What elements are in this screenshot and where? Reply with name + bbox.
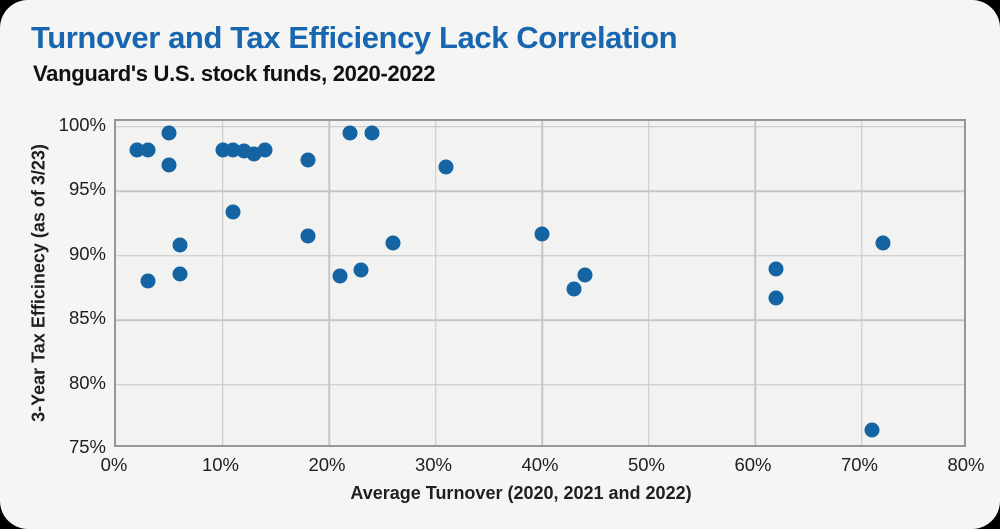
data-point: [385, 235, 401, 251]
x-tick-label: 0%: [100, 454, 128, 475]
data-point: [257, 142, 273, 158]
data-point: [140, 142, 156, 158]
gridline-vertical: [860, 121, 863, 445]
x-axis-title: Average Turnover (2020, 2021 and 2022): [350, 483, 692, 503]
data-point: [342, 125, 358, 141]
gridline-horizontal: [116, 319, 964, 321]
data-point: [225, 204, 241, 220]
x-tick-label: 40%: [521, 454, 559, 475]
y-tick-label: 90%: [68, 242, 106, 264]
x-tick-label: 60%: [734, 454, 772, 475]
data-point: [768, 261, 784, 277]
gridline-vertical: [541, 121, 543, 445]
plot-area: [114, 119, 966, 447]
data-point: [577, 267, 593, 283]
x-tick-label: 80%: [947, 454, 985, 475]
gridline-vertical: [328, 121, 330, 445]
data-point: [300, 152, 316, 168]
gridline-vertical: [434, 121, 437, 445]
data-point: [172, 237, 188, 253]
data-point: [172, 266, 188, 282]
data-point: [161, 125, 177, 141]
data-point: [300, 228, 316, 244]
gridline-vertical: [647, 121, 650, 445]
y-tick-label: 95%: [68, 178, 106, 200]
y-tick-label: 100%: [58, 113, 106, 135]
gridline-horizontal: [116, 383, 964, 386]
chart-title: Turnover and Tax Efficiency Lack Correla…: [31, 20, 678, 55]
y-tick-label: 80%: [68, 371, 106, 393]
data-point: [438, 159, 454, 175]
data-point: [534, 226, 550, 242]
gridline-vertical: [754, 121, 756, 445]
data-point: [140, 273, 156, 289]
data-point: [768, 290, 784, 306]
x-tick-label: 70%: [840, 454, 879, 475]
x-tick-label: 20%: [308, 454, 346, 475]
data-point: [364, 125, 380, 141]
data-point: [875, 235, 891, 251]
data-point: [864, 422, 880, 438]
data-point: [353, 262, 369, 278]
chart-subtitle: Vanguard's U.S. stock funds, 2020-2022: [33, 61, 436, 86]
gridline-horizontal: [116, 190, 964, 192]
data-point: [332, 268, 348, 284]
x-tick-label: 50%: [627, 454, 666, 475]
x-tick-label: 10%: [201, 454, 240, 475]
x-tick-label: 30%: [414, 454, 453, 475]
gridline-horizontal: [116, 254, 964, 257]
y-tick-label: 85%: [68, 307, 106, 329]
data-point: [566, 281, 582, 297]
data-point: [161, 157, 177, 173]
gridline-vertical: [221, 121, 224, 445]
y-tick-label: 75%: [68, 436, 106, 457]
gridline-horizontal: [116, 126, 964, 128]
